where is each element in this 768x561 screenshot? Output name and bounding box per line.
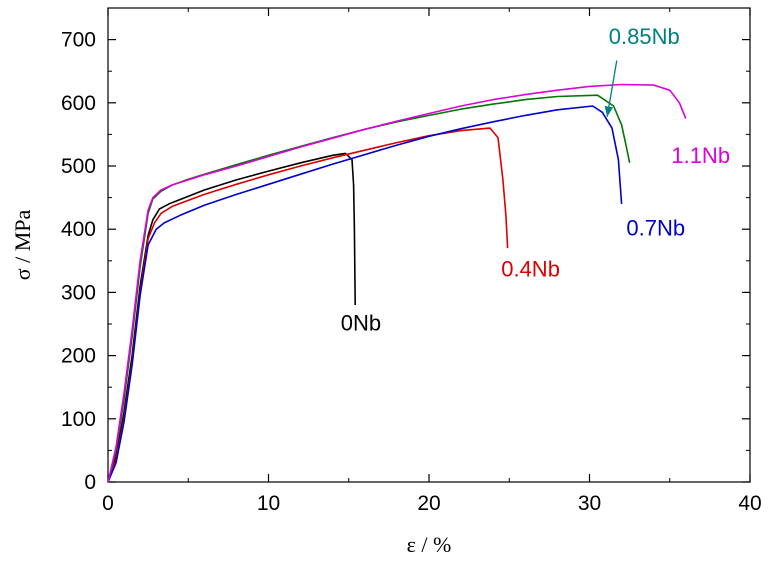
y-tick-label-0: 0 (84, 471, 96, 494)
x-tick-label-1: 10 (257, 492, 280, 515)
y-axis-label: σ / MPa (10, 210, 35, 281)
series-annotations: 0Nb 0.4Nb 0.7Nb 0.85Nb 1.1Nb (341, 24, 730, 335)
series-label-0-85nb: 0.85Nb (609, 24, 680, 49)
series-line-1-1nb (107, 83, 687, 483)
series-line-0-7nb (107, 105, 623, 483)
y-tick-label-4: 400 (61, 218, 96, 241)
series-line-0nb (107, 152, 356, 483)
x-tick-label-0: 0 (102, 492, 114, 515)
annotation-arrow (604, 60, 618, 117)
x-tick-label-4: 40 (738, 492, 761, 515)
y-tick-label-5: 500 (61, 155, 96, 178)
y-tick-label-2: 200 (61, 345, 96, 368)
y-tick-label-3: 300 (61, 281, 96, 304)
axis-ticks (107, 8, 751, 483)
plot-frame (107, 7, 751, 483)
series-lines (107, 83, 687, 483)
y-tick-label-7: 700 (61, 29, 96, 52)
y-tick-label-1: 100 (61, 408, 96, 431)
series-label-0-7nb: 0.7Nb (626, 216, 685, 241)
x-tick-label-2: 20 (417, 492, 440, 515)
x-tick-label-3: 30 (578, 492, 601, 515)
series-label-1-1nb: 1.1Nb (671, 143, 730, 168)
arrow-head (604, 106, 614, 117)
series-line-0-4nb (107, 127, 509, 483)
series-label-0-4nb: 0.4Nb (501, 257, 560, 282)
series-label-0nb: 0Nb (341, 310, 381, 335)
y-tick-label-6: 600 (61, 92, 96, 115)
x-axis-label: ε / % (407, 532, 452, 557)
